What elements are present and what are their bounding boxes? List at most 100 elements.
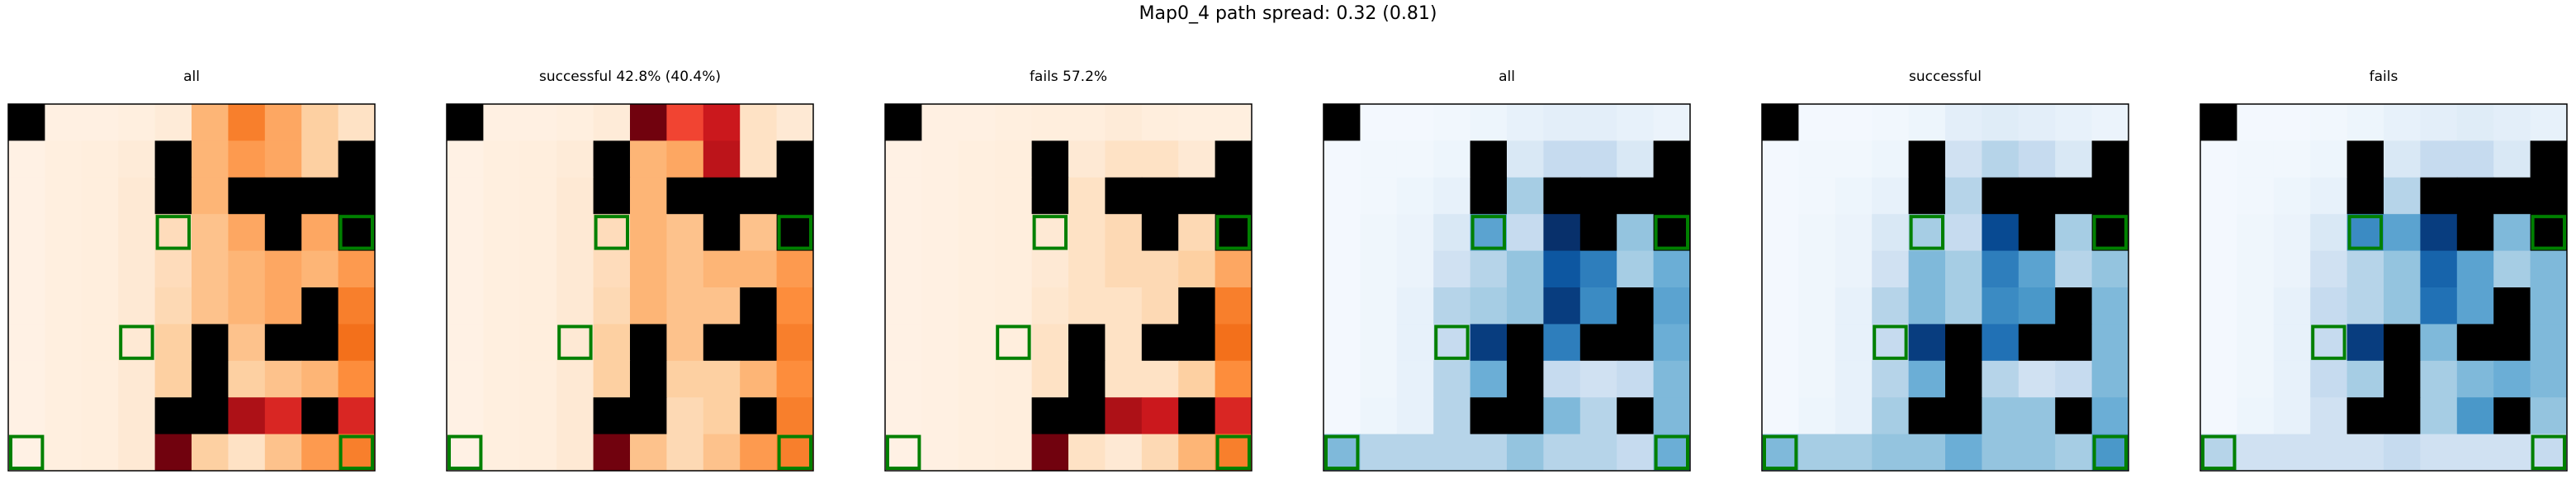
heat-cell <box>2018 140 2056 178</box>
wall-cell <box>2530 140 2568 178</box>
heat-cell <box>1031 434 1069 472</box>
heat-cell <box>2091 250 2129 288</box>
heat-cell <box>1031 104 1069 141</box>
wall-cell <box>1507 397 1544 435</box>
heat-cell <box>1982 214 2020 252</box>
heat-cell <box>1105 140 1143 178</box>
heat-cell <box>2237 250 2275 288</box>
wall-cell <box>1215 214 1252 252</box>
heat-cell <box>1507 177 1544 215</box>
heat-cell <box>8 140 45 178</box>
heat-cell <box>45 214 83 252</box>
goal-marker <box>447 434 483 470</box>
wall-cell <box>1507 360 1544 398</box>
wall-cell <box>2055 177 2093 215</box>
heat-cell <box>264 140 302 178</box>
goal-marker <box>594 215 629 250</box>
heat-cell <box>1543 360 1581 398</box>
heat-cell <box>1470 287 1508 325</box>
heat-cell <box>885 177 922 215</box>
heat-cell <box>301 140 339 178</box>
heat-cell <box>2310 434 2348 472</box>
heat-cell <box>81 104 119 141</box>
heat-cell <box>118 250 156 288</box>
heat-cell <box>2384 104 2421 141</box>
heat-cell <box>1178 434 1216 472</box>
heat-cell <box>2273 324 2311 362</box>
heat-cell <box>264 287 302 325</box>
wall-cell <box>2530 177 2568 215</box>
heat-cell <box>2273 250 2311 288</box>
heat-cell <box>1507 214 1544 252</box>
heat-cell <box>885 360 922 398</box>
heat-cell <box>1031 287 1069 325</box>
heat-cell <box>1798 250 1836 288</box>
wall-cell <box>1579 324 1617 362</box>
heat-cell <box>45 177 83 215</box>
wall-cell <box>301 324 339 362</box>
heat-cell <box>921 250 959 288</box>
heat-cell <box>81 214 119 252</box>
heat-cell <box>338 324 376 362</box>
heat-cell <box>1982 104 2020 141</box>
heat-cell <box>995 434 1033 472</box>
heat-cell <box>1908 360 1946 398</box>
heat-cell <box>1068 287 1106 325</box>
heat-cell <box>1068 140 1106 178</box>
panel-frame <box>446 103 814 472</box>
heat-cell <box>2200 434 2237 472</box>
panel-6: fails <box>2200 69 2568 472</box>
heat-cell <box>1470 434 1508 472</box>
heat-cell <box>2273 177 2311 215</box>
heat-cell <box>1762 177 1799 215</box>
heat-cell <box>1617 434 1655 472</box>
heat-cell <box>519 287 557 325</box>
wall-cell <box>593 140 631 178</box>
heat-cell <box>2200 287 2237 325</box>
heat-cell <box>1324 177 1361 215</box>
heat-cell <box>483 434 521 472</box>
heat-cell <box>45 140 83 178</box>
heat-cell <box>776 324 814 362</box>
heat-cell <box>1653 434 1691 472</box>
wall-cell <box>264 324 302 362</box>
heat-cell <box>2273 140 2311 178</box>
wall-cell <box>264 177 302 215</box>
heat-cell <box>1872 250 1910 288</box>
wall-cell <box>1031 397 1069 435</box>
goal-marker <box>1654 434 1689 470</box>
heat-cell <box>1872 397 1910 435</box>
heat-cell <box>666 434 704 472</box>
panel-frame <box>1761 103 2129 472</box>
goal-marker <box>2531 434 2567 470</box>
heat-cell <box>1835 214 1873 252</box>
heat-cell <box>1215 324 1252 362</box>
heat-cell <box>447 360 484 398</box>
heat-cell <box>483 360 521 398</box>
heat-cell <box>1579 104 1617 141</box>
heat-cell <box>192 104 229 141</box>
heat-cell <box>1617 104 1655 141</box>
heat-cell <box>921 104 959 141</box>
wall-cell <box>1507 324 1544 362</box>
heat-cell <box>2456 397 2494 435</box>
panel-frame <box>7 103 376 472</box>
heat-cell <box>630 434 667 472</box>
wall-cell <box>630 324 667 362</box>
heat-cell <box>2456 104 2494 141</box>
heat-cell <box>556 434 594 472</box>
heat-cell <box>1215 287 1252 325</box>
heat-cell <box>556 360 594 398</box>
goal-marker <box>339 215 375 250</box>
wall-cell <box>264 214 302 252</box>
heat-cell <box>301 360 339 398</box>
heat-cell <box>447 214 484 252</box>
heat-cell <box>2384 214 2421 252</box>
heat-cell <box>2493 214 2531 252</box>
heat-cell <box>2530 287 2568 325</box>
heat-cell <box>2091 324 2129 362</box>
wall-cell <box>2493 324 2531 362</box>
wall-cell <box>703 324 741 362</box>
heat-cell <box>1068 250 1106 288</box>
